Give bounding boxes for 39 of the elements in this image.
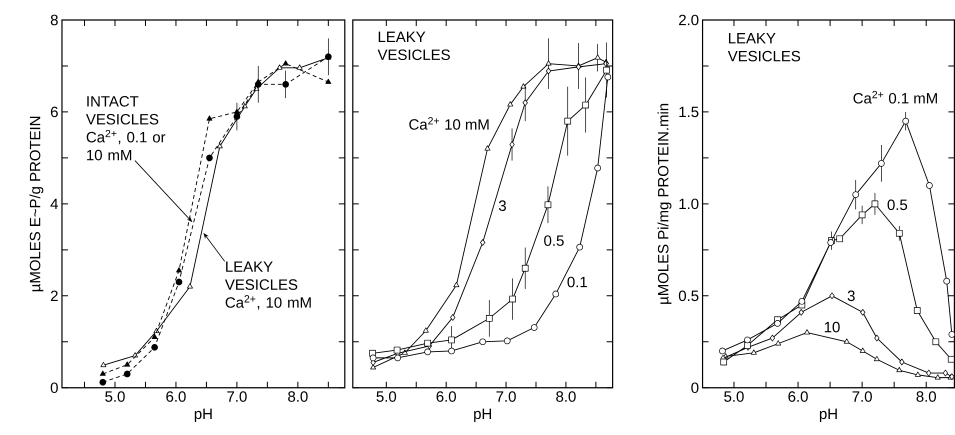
x-tick-label: 8.0 [288,391,308,402]
x-tick-label: 8.0 [916,391,936,402]
x-tick-label: 7.0 [852,391,872,402]
series-label: 3 [498,200,506,212]
series-label: Ca$^{2+}$ 0.1 mM [853,91,937,104]
series-label: Ca$^{2+}$ 10 mM [409,117,489,130]
series-label: 0.5 [544,235,564,246]
series-label: 10 [824,322,840,332]
y-axis-title: µMOLES Pi/mg PROTEIN.min [658,104,672,304]
x-axis-title: pH [194,408,212,422]
x-tick-label: 5.0 [724,391,744,402]
y-tick-label: 0 [50,382,58,394]
annotation: LEAKY VESICLES [378,32,450,60]
series-label: 0.1 [567,276,587,288]
y-tick-label: 4 [50,198,58,210]
annotation: LEAKY VESICLES [728,33,800,62]
y-tick-label: 2 [50,290,58,302]
x-axis-title: pH [820,408,837,422]
annotation: INTACT VESICLES Ca$^{2+}$, 0.1 or 10 mM [86,96,166,161]
y-tick-label: 6 [50,106,58,118]
x-tick-label: 6.0 [436,391,456,402]
y-tick-label: 8 [50,14,58,26]
x-tick-label: 5.0 [105,391,125,402]
x-tick-label: 7.0 [496,391,516,402]
y-tick-label: 0 [691,382,698,394]
series-label: 3 [848,290,855,302]
x-tick-label: 8.0 [556,391,576,402]
annotation: LEAKY VESICLES Ca$^{2+}$, 10 mM [224,262,311,310]
x-tick-label: 5.0 [376,391,396,402]
y-axis-title: µMOLES E~P/g PROTEIN [29,116,44,292]
y-tick-label: 1.0 [679,198,698,210]
x-tick-label: 6.0 [166,391,186,402]
y-tick-label: 2.0 [679,14,698,26]
x-tick-label: 7.0 [227,391,247,402]
y-tick-label: 1.5 [679,106,698,118]
y-tick-label: 0.5 [678,290,698,302]
series-label: 0.5 [888,200,908,210]
x-axis-title: pH [474,408,492,422]
x-tick-label: 6.0 [788,391,808,402]
